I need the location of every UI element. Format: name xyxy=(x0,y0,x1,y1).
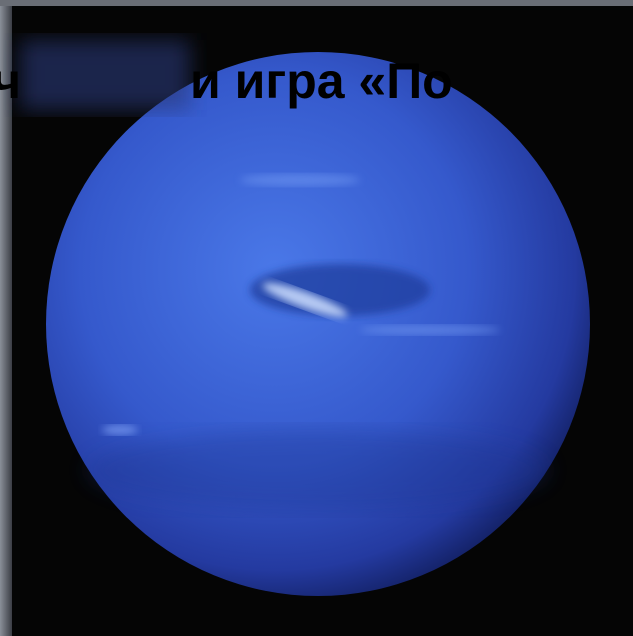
caption-fragment: ч xyxy=(0,53,21,109)
cloud xyxy=(360,325,500,335)
band xyxy=(88,430,548,510)
cloud xyxy=(262,282,348,318)
caption-fragment: и игра «По xyxy=(190,53,453,109)
cloud xyxy=(240,174,360,186)
cloud xyxy=(102,425,138,435)
planet xyxy=(46,52,590,596)
left-edge xyxy=(0,0,12,636)
top-edge xyxy=(0,0,633,6)
planet-disk xyxy=(46,52,590,596)
haze xyxy=(20,40,190,110)
